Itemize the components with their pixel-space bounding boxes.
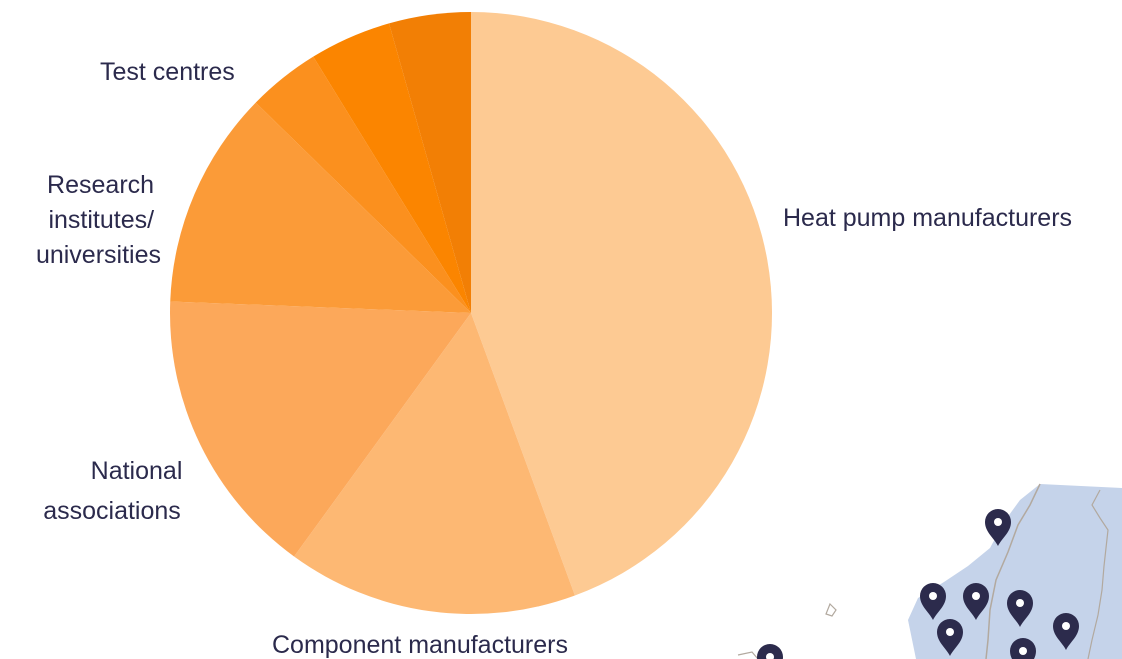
pie-slice-national-associations: [169, 301, 472, 557]
label-research-line2: institutes/: [48, 206, 154, 234]
pie-slice-component-manufacturers: [294, 313, 575, 615]
label-research-line3: universities: [36, 241, 161, 269]
label-national-associations-line2: associations: [43, 497, 181, 525]
map-pin-icon: [963, 583, 989, 620]
pie-slice-test-centres: [255, 56, 471, 313]
label-national-associations-line1: National: [91, 457, 183, 485]
map-island-small: [737, 602, 837, 659]
label-component-manufacturers: Component manufacturers: [272, 631, 568, 659]
map-coast-line: [1087, 489, 1109, 659]
map-pin-icon: [1010, 638, 1036, 659]
map-pin-icon: [1053, 613, 1079, 650]
label-heat-pump-manufacturers: Heat pump manufacturers: [783, 204, 1072, 232]
map-pin-icon: [920, 583, 946, 620]
map-inset: [737, 483, 1122, 659]
map-pin-icon: [985, 509, 1011, 546]
map-pin-icon: [1007, 590, 1033, 627]
label-research-line1: Research: [47, 171, 154, 199]
pie-slice-heat-pump-manufacturers: [471, 12, 773, 596]
map-border: [985, 483, 1041, 659]
label-test-centres: Test centres: [100, 58, 235, 86]
map-land-finland: [1106, 515, 1122, 604]
label-national-associations: National associations: [43, 457, 189, 525]
pie-slice-research-institutes-universities: [170, 102, 471, 314]
map-pin-icon: [937, 619, 963, 656]
pie-slice-unlabeled-5: [313, 23, 471, 313]
pie-slice-unlabeled-6: [389, 12, 471, 313]
map-pin-icon: [757, 644, 783, 659]
label-research-institutes: Research institutes/ universities: [36, 171, 161, 269]
